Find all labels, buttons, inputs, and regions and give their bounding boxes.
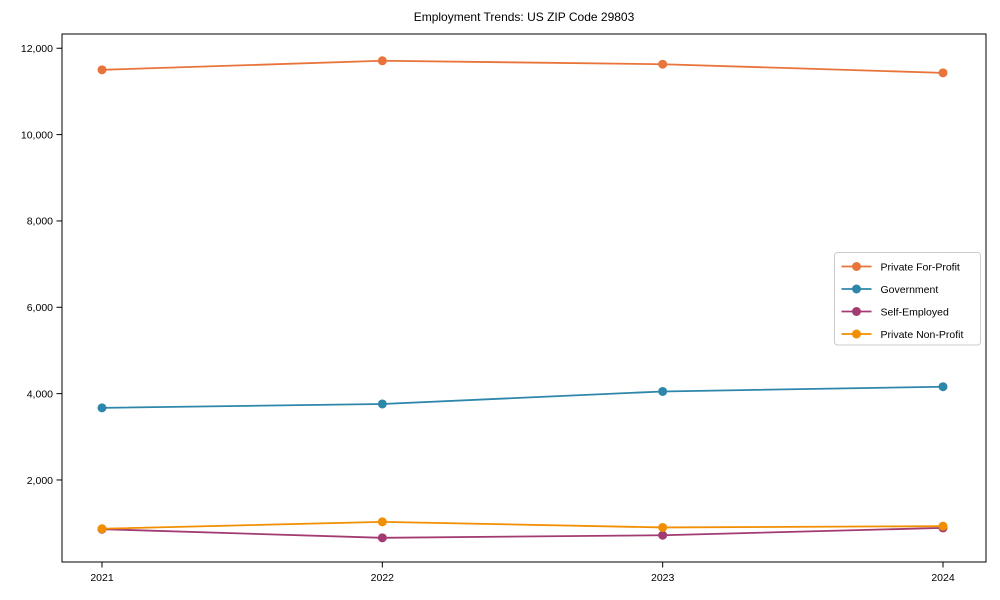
plot-border	[61, 33, 987, 563]
axes-layer: 2,000 4,000 6,000 8,000 10,000 12,000 2021 2022…	[21, 33, 987, 584]
legend-label: Private For-Profit	[881, 261, 960, 273]
y-axis-tick-label: 2,000	[27, 475, 53, 487]
legend-item-private-for-profit: Private For-Profit	[841, 261, 960, 273]
y-axis-tick-label: 8,000	[27, 216, 53, 228]
legend-box	[834, 252, 981, 346]
series-layer	[97, 56, 948, 543]
legend-swatch-marker	[852, 329, 861, 339]
data-point-self-employed-2023	[658, 530, 668, 540]
data-point-private-for-profit-2021	[97, 65, 107, 75]
legend-item-self-employed: Self-Employed	[841, 306, 949, 318]
y-axis-tick-label: 4,000	[27, 388, 53, 400]
data-point-private-non-profit-2023	[658, 522, 668, 532]
series-line-self-employed	[101, 526, 944, 539]
series-line-private-non-profit	[101, 520, 944, 530]
y-axis-tick-label: 6,000	[27, 302, 53, 314]
series-line-government	[101, 385, 944, 409]
x-axis-tick-label: 2024	[931, 572, 955, 584]
legend-item-government: Government	[841, 284, 939, 296]
legend: Private For-Profit Government Self-Employe…	[834, 252, 981, 346]
legend-label: Government	[881, 284, 939, 296]
y-axis-tick-label: 12,000	[21, 43, 53, 55]
legend-swatch-marker	[852, 284, 861, 294]
chart-title: Employment Trends: US ZIP Code 29803	[414, 10, 635, 24]
y-axis-tick-label: 10,000	[21, 129, 53, 141]
data-point-private-non-profit-2022	[377, 517, 387, 527]
data-point-private-for-profit-2023	[658, 59, 668, 69]
data-point-private-non-profit-2021	[97, 524, 107, 534]
data-point-self-employed-2022	[377, 533, 387, 543]
x-axis-tick-label: 2021	[90, 572, 114, 584]
data-point-government-2024	[938, 382, 948, 392]
data-point-private-non-profit-2024	[938, 521, 948, 531]
legend-item-private-non-profit: Private Non-Profit	[841, 329, 964, 341]
data-point-government-2023	[658, 386, 668, 396]
data-point-private-for-profit-2024	[938, 68, 948, 78]
legend-label: Private Non-Profit	[881, 329, 964, 341]
data-point-government-2022	[377, 399, 387, 409]
x-axis-tick-label: 2022	[371, 572, 395, 584]
legend-label: Self-Employed	[881, 306, 949, 318]
x-axis-tick-label: 2023	[651, 572, 675, 584]
data-point-government-2021	[97, 403, 107, 413]
legend-swatch-marker	[852, 307, 861, 316]
legend-swatch-marker	[852, 262, 861, 271]
series-line-private-for-profit	[101, 59, 944, 74]
data-point-private-for-profit-2022	[377, 56, 387, 66]
